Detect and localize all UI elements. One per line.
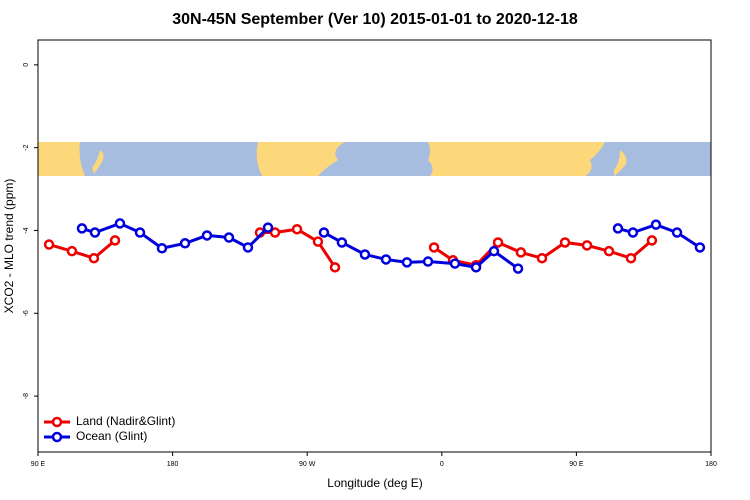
y-axis-label: XCO2 - MLO trend (ppm) [2,179,16,314]
data-point [422,256,434,267]
data-point [492,237,504,248]
data-point [470,262,482,273]
x-tick-label: 90 W [299,461,316,468]
data-point [650,219,662,230]
data-point [449,258,461,269]
x-tick-label: 180 [705,461,717,468]
x-tick-label: 180 [167,461,179,468]
legend-marker [51,416,63,428]
series-line [81,221,701,270]
data-point [646,235,658,246]
data-point [262,222,274,233]
y-tick-label: -2 [23,144,30,150]
data-point [114,218,126,229]
data-point [428,242,440,253]
data-point [536,252,548,264]
data-point [336,237,348,248]
data-point [612,223,624,234]
data-point [109,235,121,246]
legend-label: Ocean (Glint) [76,429,147,443]
data-point [380,254,392,265]
data-point [242,242,254,253]
data-point [559,237,571,248]
data-point [488,245,500,257]
data-point [515,247,527,258]
data-point [76,223,88,234]
data-point [603,245,615,257]
data-point [694,242,706,253]
data-point [179,238,191,249]
data-point [627,227,639,238]
data-point [329,262,341,273]
data-point [89,227,101,238]
data-point [359,249,371,260]
data-point [201,230,213,241]
data-point [625,252,637,264]
data-point [66,245,78,257]
legend-marker [51,431,63,443]
data-point [401,257,413,268]
y-tick-label: 0 [23,63,30,67]
y-tick-label: -6 [23,310,30,316]
legend-label: Land (Nadir&Glint) [76,414,175,428]
x-tick-label: 90 E [31,461,46,468]
x-tick-label: 0 [440,461,444,468]
y-tick-label: -4 [23,227,30,233]
data-point [269,227,281,238]
x-tick-label: 90 E [569,461,584,468]
data-point [43,239,55,250]
data-point [512,263,524,274]
data-point [312,236,324,247]
x-axis-label: Longitude (deg E) [327,476,422,490]
data-point [134,227,146,238]
data-point [223,232,235,243]
data-point [291,223,303,235]
data-point [581,240,593,251]
map-strip [38,142,711,176]
plot-frame [37,39,712,453]
chart-title: 30N-45N September (Ver 10) 2015-01-01 to… [172,11,578,28]
data-point [318,227,330,238]
data-point [156,243,168,254]
y-tick-label: -8 [23,393,30,399]
data-point [671,227,683,238]
data-point [88,252,100,264]
